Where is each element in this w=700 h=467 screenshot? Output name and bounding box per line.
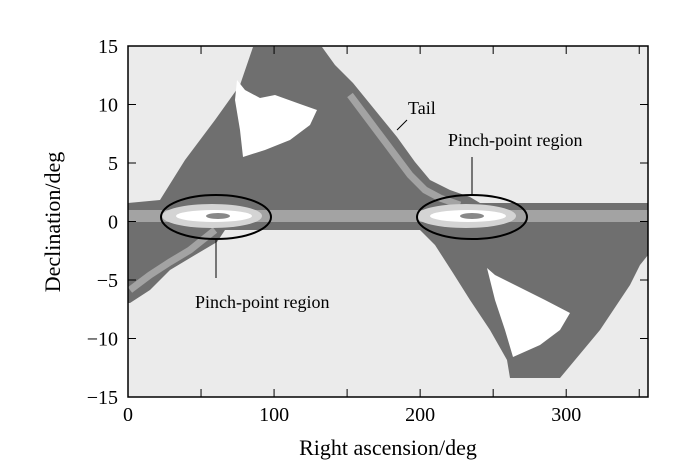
tail-leader-line: [396, 119, 408, 131]
y-tick-label: −15: [87, 387, 118, 409]
lower-tail-stream: [128, 227, 218, 293]
x-axis-label: Right ascension/deg: [299, 435, 477, 460]
pinch-region-ellipse-right: [416, 194, 528, 240]
axis-ticks: 0 100 200 300 15 10 5 0 −5 −10 −15: [87, 36, 648, 426]
y-tick-label: 0: [108, 212, 118, 234]
y-tick-label: −5: [97, 270, 118, 292]
y-tick-label: −10: [87, 329, 118, 351]
x-tick-label: 100: [259, 404, 289, 426]
upper-low-density-void: [235, 80, 317, 157]
y-tick-label: 10: [98, 95, 118, 117]
upper-density-region: [128, 47, 648, 230]
left-tail-region: [128, 230, 225, 303]
annotation-tail: Tail: [408, 98, 436, 118]
lower-low-density-void: [487, 268, 570, 357]
x-tick-label: 200: [405, 404, 435, 426]
pinch-peak-right: [460, 213, 484, 219]
annotation-pinch-left: Pinch-point region: [195, 292, 329, 312]
y-axis-label: Declination/deg: [40, 152, 65, 293]
annotation-pinch-right: Pinch-point region: [448, 130, 582, 150]
upper-tail-stream: [347, 92, 462, 209]
x-tick-label: 300: [551, 404, 581, 426]
density-contours: [128, 47, 648, 378]
y-tick-label: 15: [98, 36, 118, 58]
pinch-peak-left: [206, 213, 230, 219]
y-tick-label: 5: [108, 153, 118, 175]
x-tick-label: 0: [123, 404, 133, 426]
